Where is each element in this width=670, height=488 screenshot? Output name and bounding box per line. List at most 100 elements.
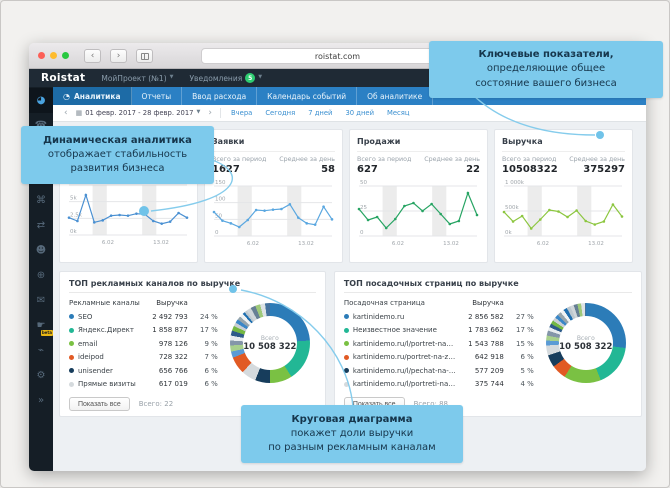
row-name-cell: SEO — [69, 313, 140, 321]
nav-item-Ввод расхода[interactable]: Ввод расхода — [182, 87, 258, 105]
date-preset[interactable]: Вчера — [230, 109, 253, 117]
row-name-cell: unisender — [69, 367, 140, 375]
metric-card-title: Выручка — [502, 135, 625, 152]
users-icon[interactable]: ☻ — [35, 245, 47, 256]
callout-line: покажет доли выручки — [290, 427, 414, 439]
series-color-dot — [343, 341, 349, 347]
metric-card-title: Продажи — [357, 135, 480, 152]
nav-item-Календарь событий[interactable]: Календарь событий — [257, 87, 358, 105]
nav-item-Об аналитике[interactable]: Об аналитике — [357, 87, 434, 105]
table-row[interactable]: kartinidemo.ru 2 856 582 27 % — [343, 310, 534, 324]
nav-item-label: Ввод расхода — [192, 91, 247, 101]
roistat-logo[interactable]: Roistat — [41, 72, 86, 84]
stat-label: Среднее за день — [569, 156, 625, 163]
table-row[interactable]: Яндекс.Директ 1 858 877 17 % — [69, 324, 218, 338]
url-bar[interactable]: roistat.com ⟳ — [201, 48, 474, 64]
callout-key-metrics: Ключевые показатели, определяющие общее … — [429, 41, 663, 98]
revenue-donut-chart: Всего 10 508 322 — [229, 303, 310, 383]
donut-center: Всего 10 508 322 — [558, 316, 613, 370]
minimize-window-button[interactable] — [50, 52, 57, 59]
row-percent-cell: 4 % — [520, 380, 534, 389]
project-name: МойПроект (№1) — [101, 73, 167, 83]
close-window-button[interactable] — [38, 52, 45, 59]
row-value-cell: 978 126 — [158, 339, 188, 348]
row-value-cell: 2 492 793 — [152, 312, 188, 321]
svg-text:6.02: 6.02 — [392, 241, 404, 247]
table-row[interactable]: Прямые визиты 617 019 6 % — [69, 378, 218, 392]
table-row[interactable]: email 978 126 9 % — [69, 337, 218, 351]
back-button[interactable]: ‹ — [84, 48, 101, 63]
row-value-cell: 1 783 662 — [468, 326, 504, 335]
date-preset[interactable]: 7 дней — [308, 109, 333, 117]
donut-center: Всего 10 508 322 — [242, 316, 297, 370]
top-ad-channels-card: ТОП рекламных каналов по выручке Рекламны… — [59, 271, 326, 417]
svg-text:13.02: 13.02 — [443, 241, 459, 247]
stat-value: 58 — [321, 164, 335, 175]
row-name-text: kartinidemo.ru — [352, 312, 405, 321]
nav-item-label: Об аналитике — [367, 91, 423, 101]
analytics-pie-icon[interactable]: ◕ — [29, 88, 53, 113]
date-range-picker[interactable]: ▦ 01 февр. 2017 - 28 февр. 2017 ▼ — [76, 109, 201, 117]
forward-button[interactable]: › — [110, 48, 127, 63]
show-all-button[interactable]: Показать все — [69, 397, 130, 411]
svg-text:6.02: 6.02 — [537, 241, 549, 247]
total-period-stat: Всего за период 1627 — [212, 156, 266, 178]
table-row[interactable]: ideipod 728 322 7 % — [69, 351, 218, 365]
project-dropdown[interactable]: МойПроект (№1) ▼ — [101, 74, 173, 83]
row-name-cell: kartinidemo.ru/l/pechat-na-… — [343, 367, 456, 375]
table-row[interactable]: kartinidemo.ru/l/pechat-na-… 577 209 5 % — [343, 364, 534, 378]
date-next-button[interactable]: › — [208, 108, 212, 118]
phone-icon[interactable]: ☎ — [29, 113, 53, 138]
nav-item-Отчеты[interactable]: Отчеты — [132, 87, 183, 105]
sparkline-chart: 50 25 0 6.02 13.02 — [357, 180, 479, 247]
row-name-cell: email — [69, 340, 140, 348]
table-row[interactable]: kartinidemo.ru/l/portreti-na… 375 744 4 % — [343, 378, 534, 392]
date-preset[interactable]: Месяц — [387, 109, 410, 117]
collapse-icon[interactable]: » — [37, 395, 45, 406]
table-card-body: Посадочная страница Выручка kartinidemo.ru… — [343, 293, 632, 393]
shuffle-icon[interactable]: ⇄ — [36, 220, 46, 231]
add-circle-icon[interactable]: ⊕ — [36, 270, 46, 281]
sitemap-icon[interactable]: ⌘ — [36, 195, 46, 206]
name-column-header: Рекламные каналы — [69, 299, 140, 307]
total-period-stat: Всего за период 10508322 — [502, 156, 558, 178]
table-row[interactable]: Неизвестное значение 1 783 662 17 % — [343, 324, 534, 338]
series-color-dot — [69, 314, 74, 320]
date-prev-button[interactable]: ‹ — [64, 108, 68, 118]
nav-item-Аналитика[interactable]: ◔ Аналитика — [53, 87, 132, 105]
row-percent-cell: 27 % — [515, 312, 534, 321]
pointer-icon[interactable]: ☛ beta — [36, 320, 53, 336]
donut-center-value: 10 508 322 — [559, 341, 613, 352]
row-name-cell: Яндекс.Директ — [69, 326, 140, 334]
table-row[interactable]: kartinidemo.ru/portret-na-z… 642 918 6 % — [343, 351, 534, 365]
plug-icon[interactable]: ⌁ — [37, 345, 45, 356]
row-name-text: kartinidemo.ru/l/portreti-na… — [352, 380, 456, 389]
stat-label: Всего за период — [212, 156, 267, 163]
callout-line: определяющие общее — [486, 63, 606, 75]
gear-icon[interactable]: ⚙ — [36, 370, 46, 381]
row-name-cell: Неизвестное значение — [343, 326, 456, 335]
row-value-cell: 577 209 — [474, 366, 504, 375]
total-period-stat: Всего за период 627 — [357, 156, 411, 178]
chevron-down-icon: ▼ — [258, 74, 263, 80]
svg-text:25: 25 — [360, 205, 367, 211]
nav-item-label: Календарь событий — [267, 91, 347, 101]
nav-item-label: Отчеты — [141, 91, 172, 101]
table-card-title: ТОП рекламных каналов по выручке — [69, 276, 316, 293]
date-preset[interactable]: Сегодня — [265, 109, 296, 117]
date-range-text: 01 февр. 2017 - 28 февр. 2017 — [85, 109, 194, 117]
table-card-title: ТОП посадочных страниц по выручке — [343, 276, 632, 293]
mail-icon[interactable]: ✉ — [36, 295, 46, 306]
divider — [219, 108, 221, 118]
table-row[interactable]: kartinidemo.ru/l/portret-na… 1 543 788 15 … — [343, 337, 534, 351]
date-preset[interactable]: 30 дней — [345, 109, 374, 117]
row-percent-cell: 17 % — [200, 326, 218, 335]
table-row[interactable]: unisender 656 766 6 % — [69, 364, 218, 378]
row-name-text: Неизвестное значение — [352, 326, 437, 335]
zoom-window-button[interactable] — [62, 52, 69, 59]
sidebar-toggle-button[interactable] — [136, 48, 153, 63]
table-row[interactable]: SEO 2 492 793 24 % — [69, 310, 218, 324]
notifications-dropdown[interactable]: Уведомления 5 ▼ — [189, 73, 262, 83]
